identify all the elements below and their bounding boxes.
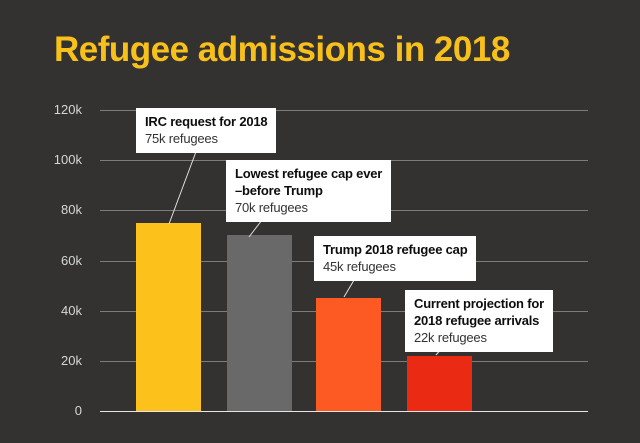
annotation-value: 75k refugees [145,131,218,146]
bar-current-projection-2018 [407,355,472,411]
annotation-title: IRC request for 2018 [145,114,268,129]
ytick-label-0: 0 [74,403,82,418]
annotation-current-projection: Current projection for 2018 refugee arri… [405,290,553,352]
annotation-trump-cap: Trump 2018 refugee cap 45k refugees [314,236,477,281]
chart-title: Refugee admissions in 2018 [54,30,510,69]
bar-lowest-cap-before-trump [227,235,292,411]
gridline-120k [100,110,588,111]
ytick-label-100k: 100k [53,152,82,168]
ytick-label-40k: 40k [61,302,82,318]
ytick-label-80k: 80k [61,202,82,218]
annotation-title: Trump 2018 refugee cap [323,242,468,257]
annotation-title: Lowest refugee cap ever [235,166,383,181]
ytick-label-120k: 120k [53,102,82,117]
annotation-lowest-cap: Lowest refugee cap ever –before Trump 70… [226,160,392,222]
ytick-label-20k: 20k [61,352,82,368]
gridline-0 [100,411,588,412]
bar-trump-2018-cap [316,298,381,411]
annotation-title: Current projection for [414,296,544,311]
bar-irc-request-2018 [136,222,201,411]
annotation-value: 45k refugees [323,259,396,274]
ytick-label-60k: 60k [61,252,82,268]
annotation-irc-request: IRC request for 2018 75k refugees [136,108,277,153]
annotation-title-line2: 2018 refugee arrivals [414,313,540,328]
annotation-value: 70k refugees [235,200,308,215]
annotation-value: 22k refugees [414,330,487,345]
annotation-title-line2: –before Trump [235,183,323,198]
